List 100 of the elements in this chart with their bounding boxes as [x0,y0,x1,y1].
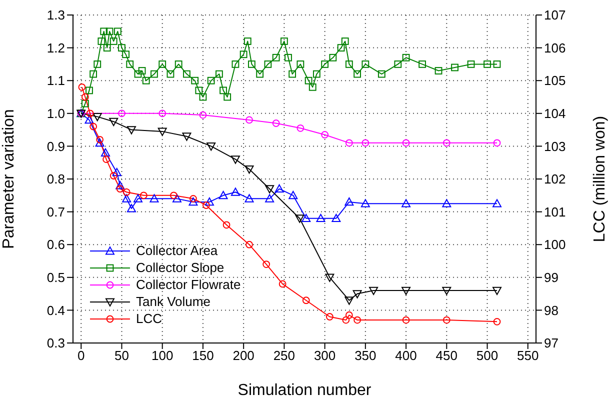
point [95,138,104,147]
point [272,54,280,62]
point [272,120,280,127]
point [402,199,411,208]
y-tick-label: 1.0 [46,106,65,122]
point [344,296,354,305]
point [230,156,240,164]
point [256,70,264,78]
point [112,168,122,176]
point [418,60,426,68]
point [246,240,253,248]
point [316,214,326,222]
point [284,54,292,62]
x-tick-label: 50 [114,348,129,364]
point [394,60,402,68]
legend-label: LCC [136,311,162,326]
point [244,38,252,45]
point [467,60,475,68]
point [92,112,102,122]
point [90,122,98,130]
point [206,142,216,151]
point [218,190,228,200]
point [126,204,136,212]
point [302,296,310,304]
point [106,28,114,36]
point [81,100,89,108]
point [118,110,126,118]
point [122,194,132,202]
point [195,86,203,94]
point [230,188,240,196]
y-tick-label: 0.7 [46,204,65,220]
y2-axis-title: LCC (million won) [592,116,609,242]
x-tick-label: 500 [476,348,498,364]
point [362,60,370,68]
point [166,70,174,78]
point [345,60,353,68]
point [188,197,198,206]
point [326,313,334,320]
point [134,70,142,78]
point [493,139,501,147]
point [493,318,501,326]
y2-tick-label: 99 [544,270,558,286]
point [110,172,118,180]
point [492,199,502,208]
point [100,28,108,36]
point [354,316,361,324]
x-tick-label: 150 [192,348,214,364]
y2-tick-label: 105 [544,73,566,88]
point [100,148,110,156]
point [114,28,122,36]
point [321,60,329,68]
point [329,54,337,62]
point [248,60,256,68]
point [295,214,304,223]
point [116,181,125,190]
point [158,60,166,68]
point [360,199,370,208]
point [321,131,329,138]
point [86,86,93,94]
point [191,76,199,84]
x-tick-label: 350 [354,348,376,364]
x-tick-label: 550 [517,348,539,364]
point [116,185,124,193]
point [81,93,89,101]
x-tick-label: 400 [395,348,417,364]
y2-tick-label: 98 [544,302,558,318]
point [265,194,274,202]
x-tick-label: 250 [273,348,296,364]
point [274,184,284,193]
legend-label: Collector Area [136,243,218,258]
point [222,221,230,229]
point [434,67,442,74]
point [122,188,130,196]
point [90,70,98,78]
legend-label: Collector Slope [136,260,224,275]
point [182,132,192,141]
point [172,194,182,202]
point [174,60,182,68]
point [207,76,215,84]
point [378,70,386,78]
point [78,83,86,91]
point [337,44,345,52]
point [220,86,227,94]
point [402,54,410,62]
point [296,60,304,68]
point [183,70,190,78]
point [484,60,491,68]
point [140,192,148,200]
point [118,44,126,52]
x-tick-label: 0 [78,348,85,364]
point [102,156,110,164]
point [442,199,452,208]
point [216,70,223,78]
y2-tick-label: 106 [544,40,566,56]
x-axis-title: Simulation number [238,382,372,399]
point [288,70,296,78]
point [98,38,106,45]
x-tick-label: 450 [436,348,458,364]
y2-tick-label: 104 [544,106,566,122]
y2-tick-label: 100 [544,237,566,252]
